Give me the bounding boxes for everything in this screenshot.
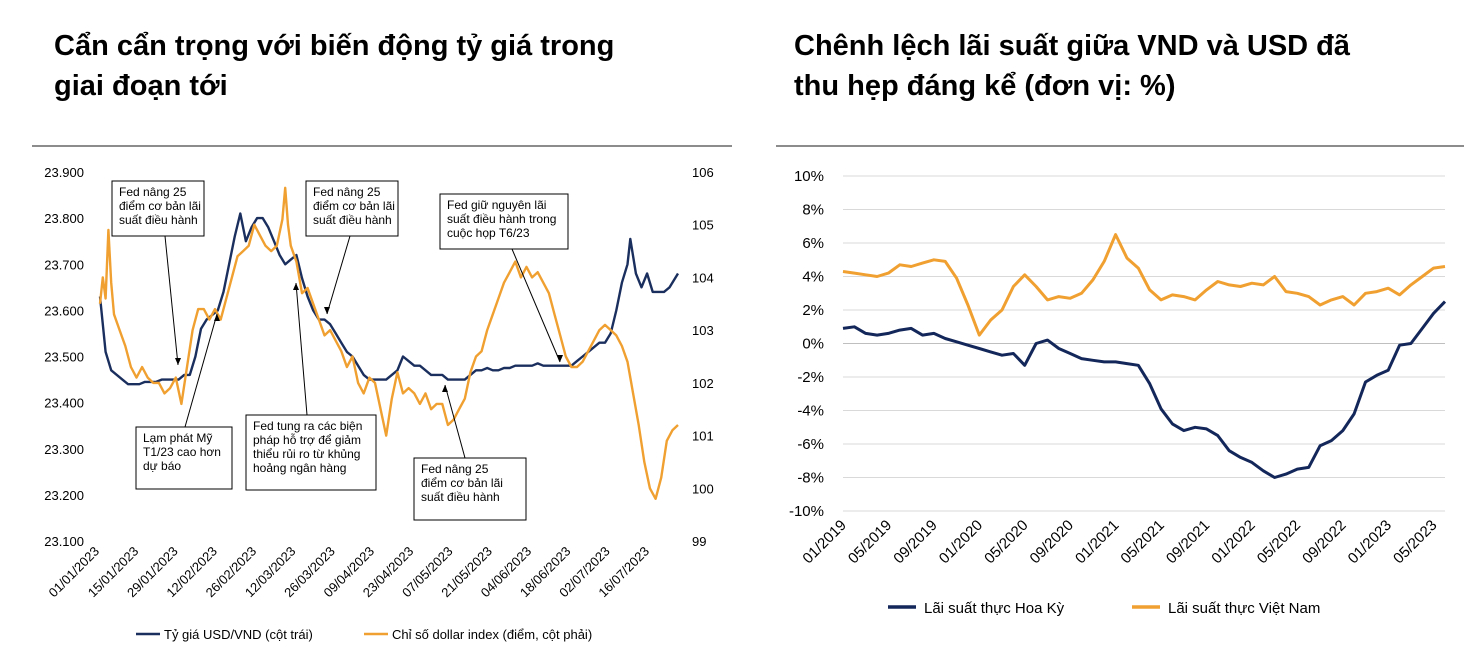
x-tick-label: 05/2021: [1117, 517, 1167, 567]
x-tick-label: 01/2019: [799, 517, 849, 567]
annotation-arrow-head: [324, 307, 330, 314]
left-chart-title: Cẩn cẩn trọng với biến động tỷ giá trong…: [54, 26, 734, 106]
x-tick-label: 05/2019: [845, 517, 895, 567]
annotation-arrow: [295, 282, 308, 416]
y-tick-label: -10%: [789, 503, 824, 520]
y-tick-label: 4%: [802, 269, 824, 286]
annotation-text: điểm cơ bản lãi: [421, 476, 503, 490]
left-y-tick-label: 23.300: [44, 442, 84, 457]
left-y-tick-label: 23.900: [44, 165, 84, 180]
legend-label-vn: Lãi suất thực Việt Nam: [1168, 600, 1320, 617]
annotation-text: điểm cơ bản lãi: [119, 199, 201, 213]
right-chart: -10%-8%-6%-4%-2%0%2%4%6%8%10%01/201905/2…: [789, 168, 1447, 617]
usd-vnd-line: [98, 212, 680, 386]
x-tick-label: 01/2023: [1345, 517, 1395, 567]
annotation-arrow-head: [557, 355, 563, 362]
y-tick-label: -6%: [797, 436, 824, 453]
us-real-rate-line: [842, 300, 1447, 479]
annotation-box: [111, 180, 205, 237]
right-title-line-1: Chênh lệch lãi suất giữa VND và USD đã: [794, 30, 1351, 62]
annotation-text: Fed tung ra các biện: [253, 419, 362, 433]
annotation-text: hoảng ngân hàng: [253, 461, 346, 475]
x-tick-label: 09/2020: [1027, 517, 1077, 567]
y-tick-label: 8%: [802, 202, 824, 219]
annotation-text: Fed nâng 25: [119, 185, 187, 199]
x-tick-label: 09/2021: [1163, 517, 1213, 567]
annotation-arrow-head: [293, 283, 299, 290]
annotation-text: Fed nâng 25: [421, 462, 489, 476]
annotation-box: [413, 457, 527, 521]
left-y-tick-label: 23.200: [44, 488, 84, 503]
annotation-box: [245, 414, 377, 491]
annotation-box: [305, 180, 399, 237]
legend-label-usd-vnd: Tỷ giá USD/VND (cột trái): [164, 627, 313, 642]
right-y-tick-label: 101: [692, 429, 714, 444]
annotation-text: Lạm phát Mỹ: [143, 431, 212, 445]
annotation-box: [439, 193, 569, 250]
annotation-arrow-head: [175, 358, 181, 365]
annotation-arrow-head: [214, 314, 220, 321]
annotation-arrow-head: [442, 385, 448, 392]
right-y-tick-label: 104: [692, 270, 714, 285]
legend-label-dollar-index: Chỉ số dollar index (điểm, cột phải): [392, 627, 592, 642]
left-y-tick-label: 23.500: [44, 350, 84, 365]
left-y-tick-label: 23.800: [44, 211, 84, 226]
x-tick-label: 01/2020: [936, 517, 986, 567]
annotation-text: điểm cơ bản lãi: [313, 199, 395, 213]
annotation-text: thiểu rủi ro từ khủng: [253, 447, 360, 461]
right-y-tick-label: 105: [692, 218, 714, 233]
vn-real-rate-line: [842, 233, 1446, 337]
left-title-rule: [32, 145, 732, 147]
x-tick-label: 09/2019: [890, 517, 940, 567]
right-y-tick-label: 102: [692, 376, 714, 391]
left-title-line-2: giai đoạn tới: [54, 70, 228, 102]
right-y-tick-label: 106: [692, 165, 714, 180]
annotation-text: T1/23 cao hơn: [143, 445, 221, 459]
annotation-arrow: [444, 384, 466, 459]
right-y-tick-label: 99: [692, 534, 706, 549]
annotation-text: suất điều hành: [313, 213, 392, 227]
legend-label-us: Lãi suất thực Hoa Kỳ: [924, 600, 1065, 617]
annotation-text: cuộc họp T6/23: [447, 226, 530, 240]
x-tick-label: 09/2022: [1299, 517, 1349, 567]
annotation-arrow: [511, 248, 561, 363]
right-title-rule: [776, 145, 1464, 147]
left-y-tick-label: 23.400: [44, 396, 84, 411]
annotation-text: suất điều hành trong: [447, 212, 556, 226]
annotation-text: Fed nâng 25: [313, 185, 381, 199]
right-chart-title: Chênh lệch lãi suất giữa VND và USD đã t…: [794, 26, 1454, 106]
x-tick-label: 01/2022: [1208, 517, 1258, 567]
annotation-arrow: [164, 235, 179, 366]
annotation-text: suất điều hành: [421, 490, 500, 504]
x-tick-label: 05/2020: [981, 517, 1031, 567]
y-tick-label: 2%: [802, 302, 824, 319]
left-y-tick-label: 23.700: [44, 257, 84, 272]
annotation-text: Fed giữ nguyên lãi: [447, 198, 546, 212]
y-tick-label: 0%: [802, 336, 824, 353]
annotation-arrow: [184, 313, 218, 428]
y-tick-label: 6%: [802, 235, 824, 252]
dollar-index-line: [98, 186, 679, 500]
y-tick-label: -8%: [797, 470, 824, 487]
x-tick-label: 01/2021: [1072, 517, 1122, 567]
annotation-box: [135, 426, 233, 490]
right-title-line-2: thu hẹp đáng kể (đơn vị: %): [794, 70, 1176, 102]
annotation-text: dự báo: [143, 459, 181, 473]
y-tick-label: -2%: [797, 369, 824, 386]
y-tick-label: -4%: [797, 403, 824, 420]
left-y-tick-label: 23.600: [44, 303, 84, 318]
right-y-tick-label: 103: [692, 323, 714, 338]
right-y-tick-label: 100: [692, 481, 714, 496]
y-tick-label: 10%: [794, 168, 824, 185]
x-tick-label: 05/2022: [1254, 517, 1304, 567]
annotation-text: pháp hỗ trợ để giảm: [253, 432, 361, 447]
left-chart: 23.100 23.200 23.300 23.400 23.500 23.600 23.7…: [44, 165, 713, 642]
annotation-text: suất điều hành: [119, 213, 198, 227]
left-y-tick-label: 23.100: [44, 534, 84, 549]
left-title-line-1: Cẩn cẩn trọng với biến động tỷ giá trong: [54, 30, 615, 62]
x-tick-label: 05/2023: [1390, 517, 1440, 567]
annotation-arrow: [326, 235, 351, 315]
